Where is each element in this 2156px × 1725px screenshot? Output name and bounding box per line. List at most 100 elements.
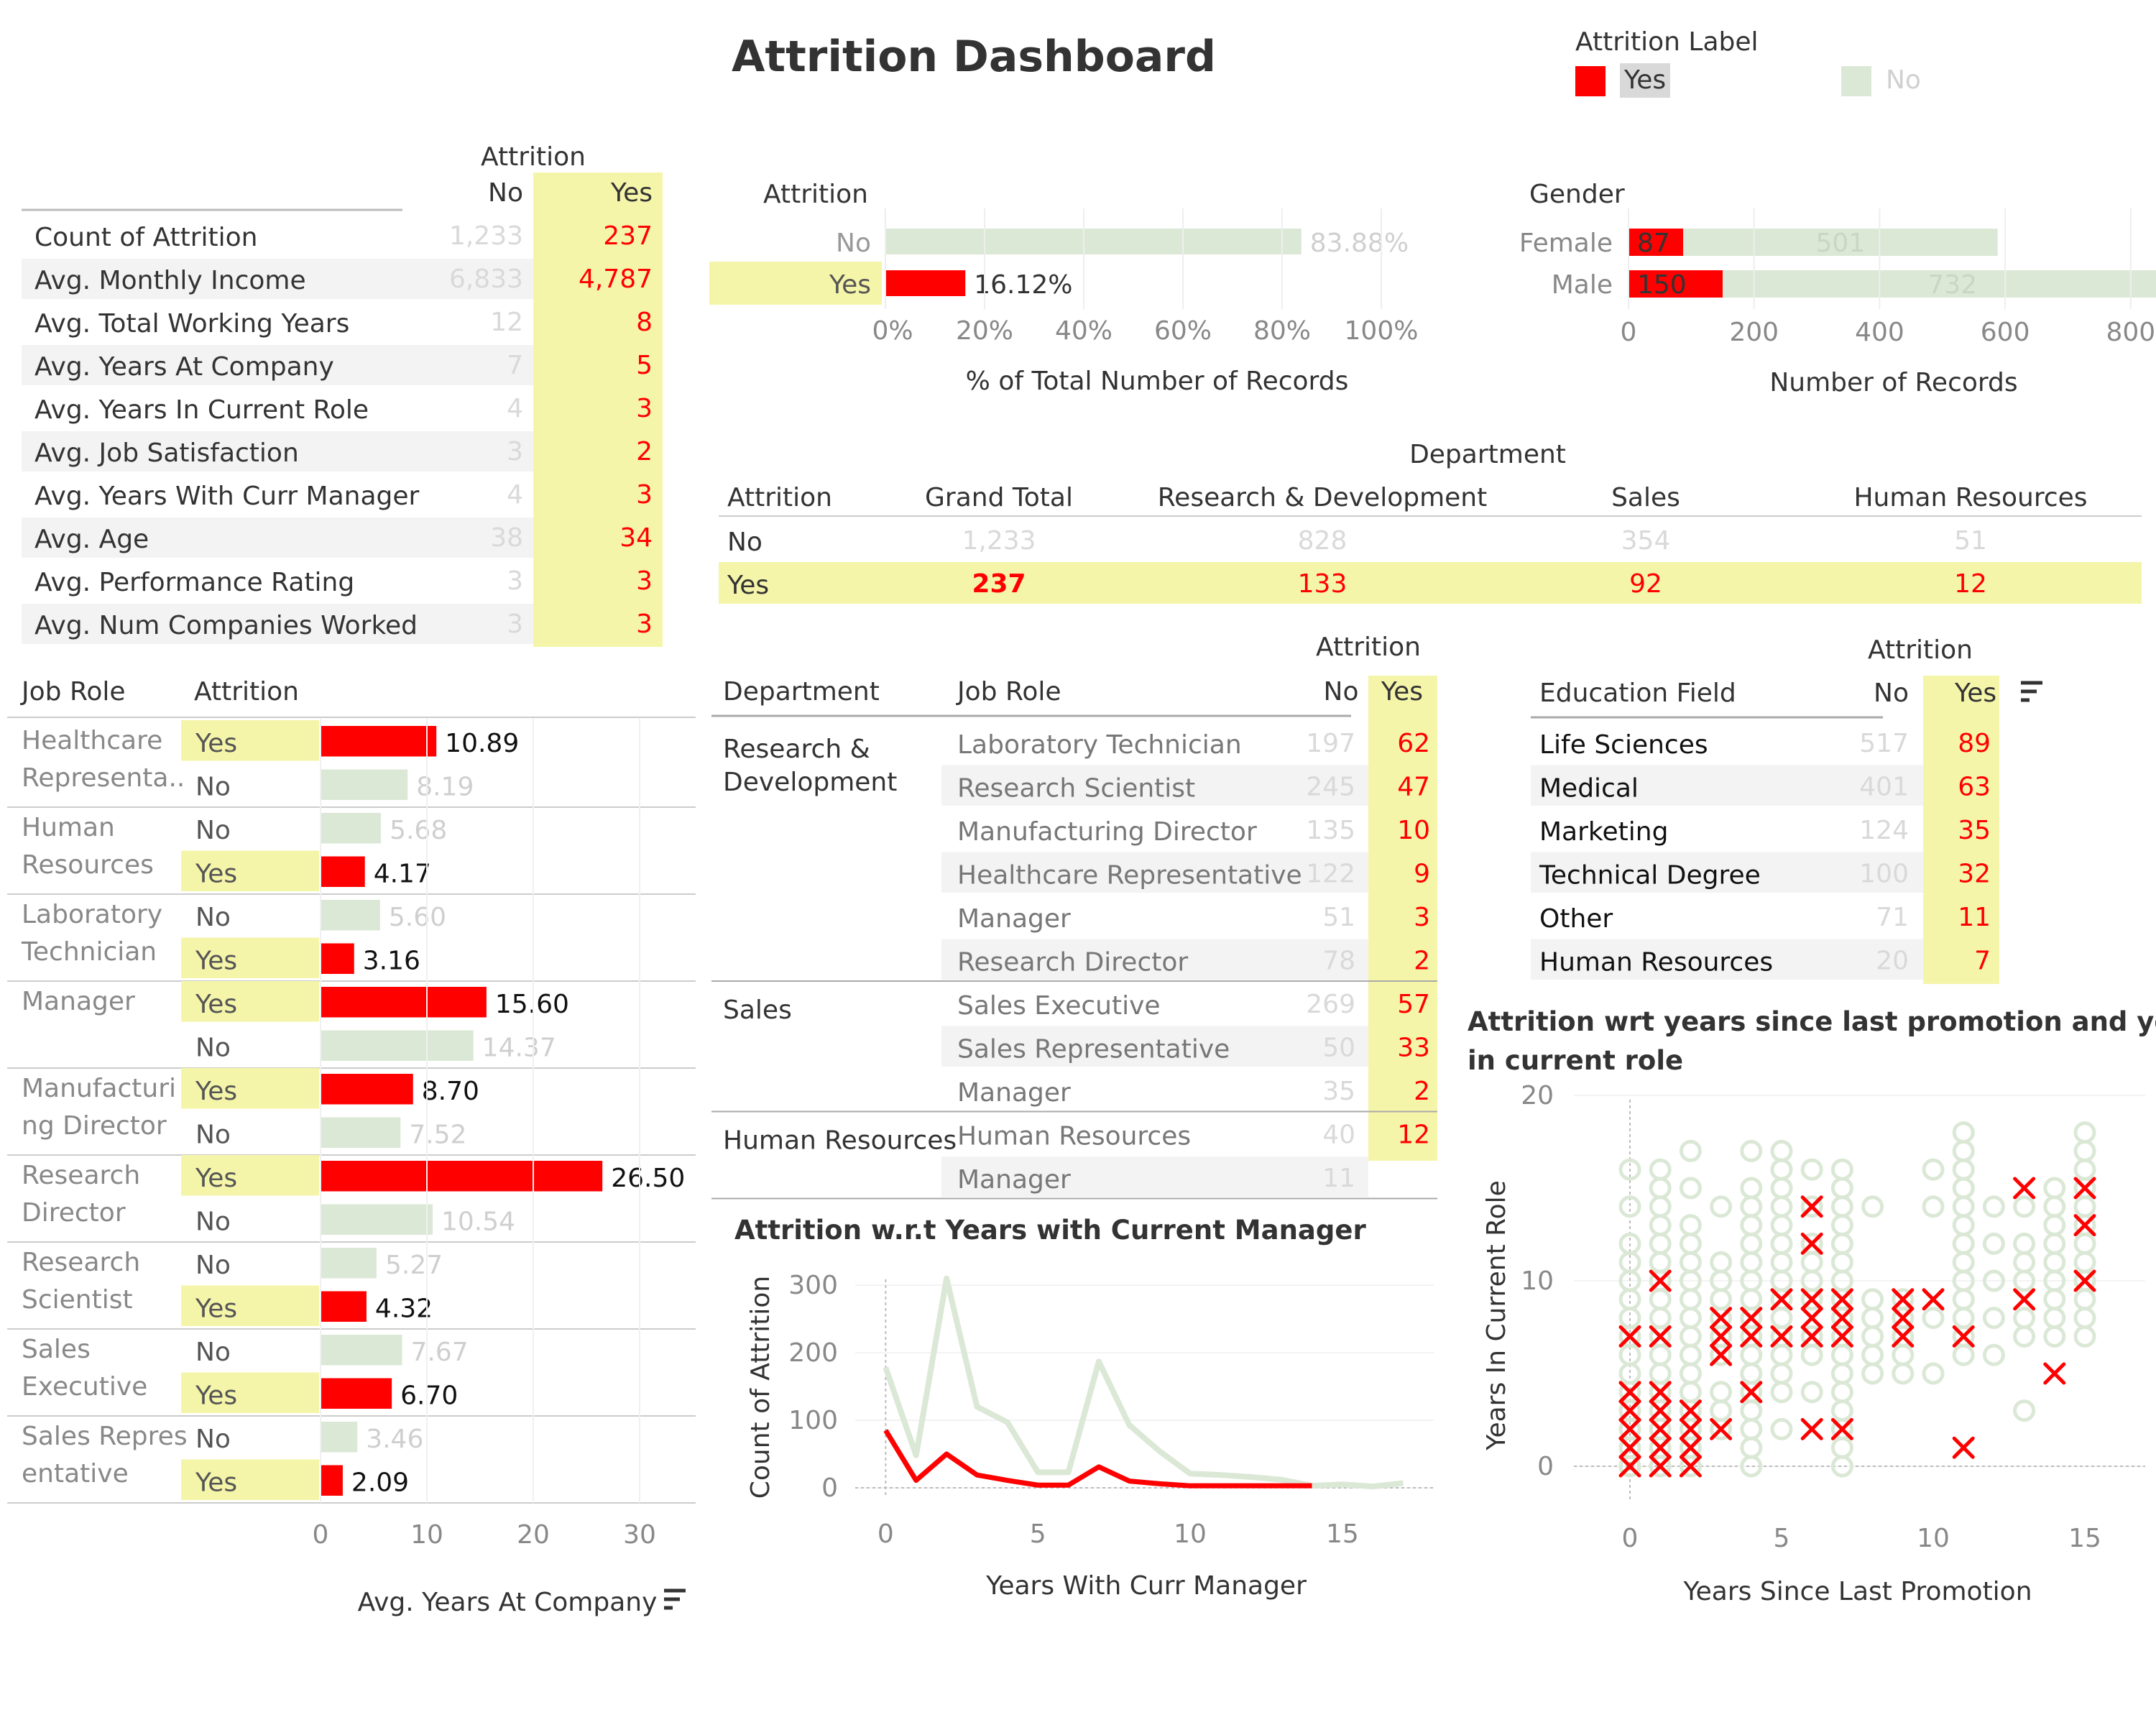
scatter-point-yes — [1770, 1288, 1793, 1311]
jobrole-value: 3.16 — [363, 947, 420, 976]
jobrole-attr-label: Yes — [195, 947, 237, 976]
summary-cell-yes: 4,787 — [579, 264, 653, 294]
jobrole-attr-label: Yes — [195, 1164, 237, 1193]
edu-cell-no: 100 — [1859, 860, 1909, 889]
jobrole-yes-highlight — [181, 981, 319, 1022]
edu-col-no: No — [1874, 678, 1909, 708]
department-table: Department Attrition Grand Total Research &… — [719, 440, 2142, 604]
scatter-point-yes — [2073, 1177, 2096, 1200]
manager-ytick: 0 — [821, 1473, 838, 1503]
scatter-point-no — [1982, 1195, 2005, 1218]
jobrole-value: 7.52 — [409, 1121, 466, 1150]
gender-category: Male — [1552, 270, 1613, 300]
jobrole-table-no: 50 — [1322, 1034, 1355, 1063]
summary-col-yes: Yes — [610, 178, 653, 208]
scatter-point-no — [1952, 1214, 1975, 1237]
summary-cell-no: 3 — [507, 437, 523, 466]
manager-xtick: 0 — [877, 1519, 894, 1549]
scatter-point-no — [2013, 1325, 2036, 1348]
scatter-ytick: 0 — [1537, 1452, 1554, 1481]
attrition-pct-value: 16.12% — [974, 270, 1072, 300]
summary-cell-yes: 8 — [636, 308, 653, 337]
scatter-point-no — [2043, 1251, 2066, 1274]
gender-value-no: 501 — [1815, 229, 1865, 258]
yes-column-highlight — [533, 172, 663, 647]
sort-icon — [664, 1588, 686, 1610]
jobrole-value: 26.50 — [611, 1164, 685, 1193]
edu-cell-no: 517 — [1859, 729, 1909, 758]
summary-group-header: Attrition — [481, 142, 586, 172]
scatter-point-yes — [1679, 1399, 1702, 1422]
jobrole-attr-label: Yes — [195, 1468, 237, 1498]
jobrole-table-role: Manager — [957, 904, 1071, 934]
jobrole-bar — [321, 1291, 367, 1322]
edu-row-label: Life Sciences — [1539, 730, 1708, 760]
scatter-point-no — [1649, 1214, 1672, 1237]
jobrole-role-label: Manufacturi — [22, 1074, 176, 1103]
scatter-ytick: 10 — [1521, 1266, 1554, 1296]
edu-cell-yes: 63 — [1958, 773, 1991, 802]
scatter-point-no — [1800, 1343, 1823, 1366]
edu-row-bg — [1531, 896, 1923, 937]
legend-item-no[interactable]: No — [1841, 63, 2057, 98]
jobrole-table-no: 245 — [1306, 773, 1355, 802]
scatter-point-no — [1710, 1251, 1733, 1274]
scatter-point-no — [1922, 1362, 1945, 1385]
scatter-point-no — [1740, 1177, 1763, 1200]
jobrole-table-department: Research & — [723, 735, 870, 764]
legend-item-yes[interactable]: Yes — [1575, 63, 1863, 98]
scatter-point-no — [1740, 1417, 1763, 1440]
scatter-point-yes — [1830, 1417, 1853, 1440]
edu-row-bg — [1531, 939, 1923, 980]
jobrole-value: 2.09 — [351, 1468, 409, 1498]
scatter-point-no — [1618, 1158, 1641, 1181]
scatter-point-no — [1740, 1288, 1763, 1311]
scatter-point-no — [2073, 1139, 2096, 1162]
jobrole-role-label: Sales Repres — [22, 1422, 188, 1451]
attrition-pct-bar — [885, 270, 966, 296]
jobrole-bar — [321, 900, 380, 931]
summary-cell-yes: 34 — [619, 523, 653, 553]
scatter-point-no — [2013, 1399, 2036, 1422]
edu-cell-yes: 11 — [1958, 903, 1991, 932]
summary-cell-no: 1,233 — [449, 221, 523, 251]
jobrole-role-label: Technician — [21, 937, 157, 967]
scatter-point-no — [1861, 1325, 1884, 1348]
jobrole-table-no: 35 — [1322, 1077, 1355, 1106]
jobrole-table-no: 122 — [1306, 860, 1355, 889]
edu-row-bg — [1531, 852, 1923, 893]
scatter-point-no — [2043, 1232, 2066, 1255]
edu-col-yes: Yes — [1954, 678, 1996, 708]
jobrole-value: 8.70 — [422, 1077, 479, 1106]
scatter-point-no — [1679, 1288, 1702, 1311]
scatter-point-no — [1892, 1343, 1915, 1366]
scatter-point-no — [1952, 1251, 1975, 1274]
scatter-point-no — [1982, 1343, 2005, 1366]
scatter-point-yes — [1830, 1288, 1853, 1311]
scatter-ytick: 20 — [1521, 1081, 1554, 1110]
dept-cell: 828 — [1298, 526, 1348, 556]
jobrole-table-role: Sales Executive — [957, 991, 1161, 1021]
jobrole-yes-highlight — [181, 1285, 319, 1326]
scatter-point-no — [1679, 1325, 1702, 1348]
jobrole-role-label: Sales — [22, 1335, 91, 1364]
jobrole-bar — [321, 1378, 392, 1409]
summary-cell-no: 4 — [507, 394, 523, 423]
scatter-point-no — [2073, 1121, 2096, 1144]
edu-cell-yes: 89 — [1958, 729, 1991, 758]
scatter-point-no — [1679, 1307, 1702, 1330]
scatter-point-yes — [1710, 1343, 1733, 1366]
jobrole-value: 8.19 — [416, 773, 474, 802]
attrition-pct-tick: 60% — [1154, 316, 1212, 346]
scatter-point-no — [1649, 1307, 1672, 1330]
jobrole-value: 6.70 — [400, 1381, 458, 1411]
jobrole-bar — [321, 943, 354, 974]
jobrole-role-label: Laboratory — [22, 900, 162, 929]
jobrole-value: 5.60 — [389, 903, 446, 932]
jobrole-attr-label: No — [195, 1121, 231, 1150]
summary-row-label: Avg. Years In Current Role — [34, 395, 369, 425]
manager-line-chart: Attrition w.r.t Years with Current Manag… — [734, 1215, 1434, 1601]
summary-row-label: Avg. Age — [34, 525, 149, 554]
scatter-point-no — [1952, 1195, 1975, 1218]
